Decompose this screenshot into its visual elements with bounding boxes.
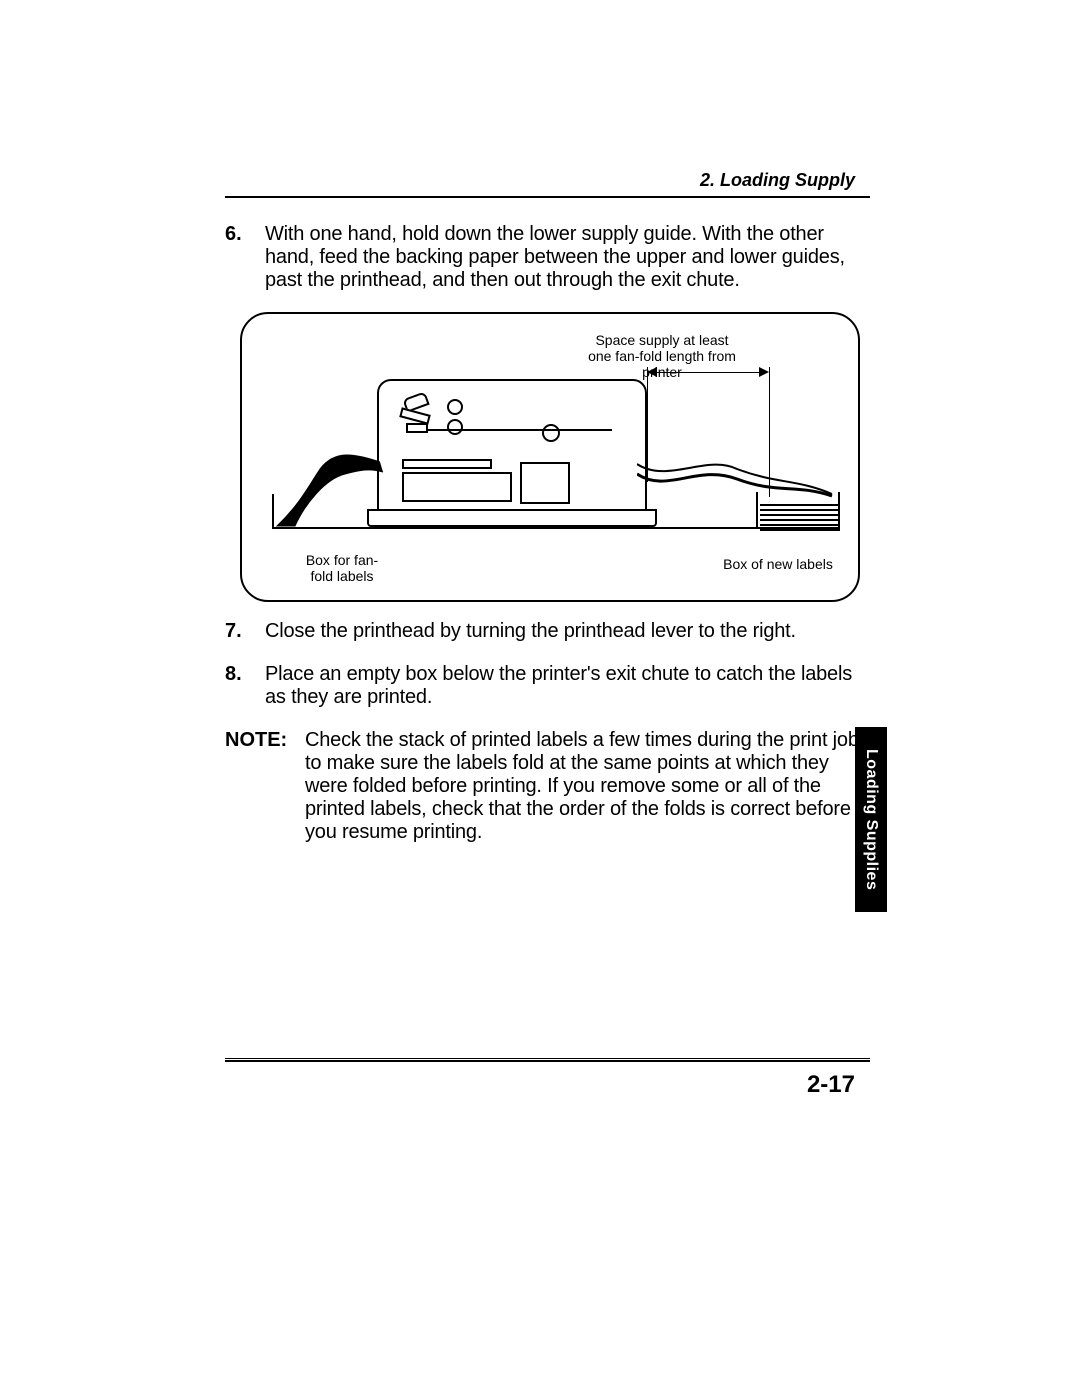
note-label: NOTE: xyxy=(225,729,305,844)
step-8: 8. Place an empty box below the printer'… xyxy=(225,663,875,709)
dimension-extent-left xyxy=(647,367,648,482)
dimension-arrow-right-icon xyxy=(759,367,769,377)
side-tab: Loading Supplies xyxy=(855,727,887,912)
dimension-line xyxy=(652,372,765,373)
step-text: With one hand, hold down the lower suppl… xyxy=(265,223,875,292)
figure-label-right: Box of new labels xyxy=(723,556,833,572)
step-text: Place an empty box below the printer's e… xyxy=(265,663,875,709)
left-box-bracket xyxy=(272,494,274,529)
page: 2. Loading Supply 6. With one hand, hold… xyxy=(0,0,1080,1397)
figure-container: Space supply at least one fan-fold lengt… xyxy=(240,312,875,602)
label-stack-icon xyxy=(760,504,840,534)
header-rule xyxy=(225,196,870,198)
figure-label-top: Space supply at least one fan-fold lengt… xyxy=(582,332,742,380)
step-6: 6. With one hand, hold down the lower su… xyxy=(225,223,875,292)
content-column: 6. With one hand, hold down the lower su… xyxy=(225,223,875,844)
printer-slot-icon xyxy=(402,459,492,469)
printer-panel-icon xyxy=(402,472,512,502)
dimension-extent-right xyxy=(769,367,770,497)
step-number: 7. xyxy=(225,620,265,643)
step-number: 6. xyxy=(225,223,265,292)
side-tab-text: Loading Supplies xyxy=(862,749,880,890)
page-number: 2-17 xyxy=(807,1071,855,1099)
step-7: 7. Close the printhead by turning the pr… xyxy=(225,620,875,643)
printer-divider-line xyxy=(412,429,612,431)
step-text: Close the printhead by turning the print… xyxy=(265,620,796,643)
printer-knob-icon xyxy=(447,399,463,415)
exit-path-icon xyxy=(275,444,385,529)
printhead-lever-icon xyxy=(392,389,442,439)
footer-rule-thin xyxy=(225,1058,870,1059)
note-text: Check the stack of printed labels a few … xyxy=(305,729,875,844)
note-block: NOTE: Check the stack of printed labels … xyxy=(225,729,875,844)
printer-diagram: Space supply at least one fan-fold lengt… xyxy=(240,312,860,602)
printer-roller-icon xyxy=(542,424,560,442)
printer-knob-icon xyxy=(447,419,463,435)
figure-label-left: Box for fan-fold labels xyxy=(297,552,387,584)
dimension-arrow-left-icon xyxy=(647,367,657,377)
printer-base-icon xyxy=(367,509,657,527)
printer-inner-icon xyxy=(520,462,570,504)
footer-rule-thick xyxy=(225,1060,870,1062)
header-section-title: 2. Loading Supply xyxy=(700,170,855,191)
step-number: 8. xyxy=(225,663,265,709)
